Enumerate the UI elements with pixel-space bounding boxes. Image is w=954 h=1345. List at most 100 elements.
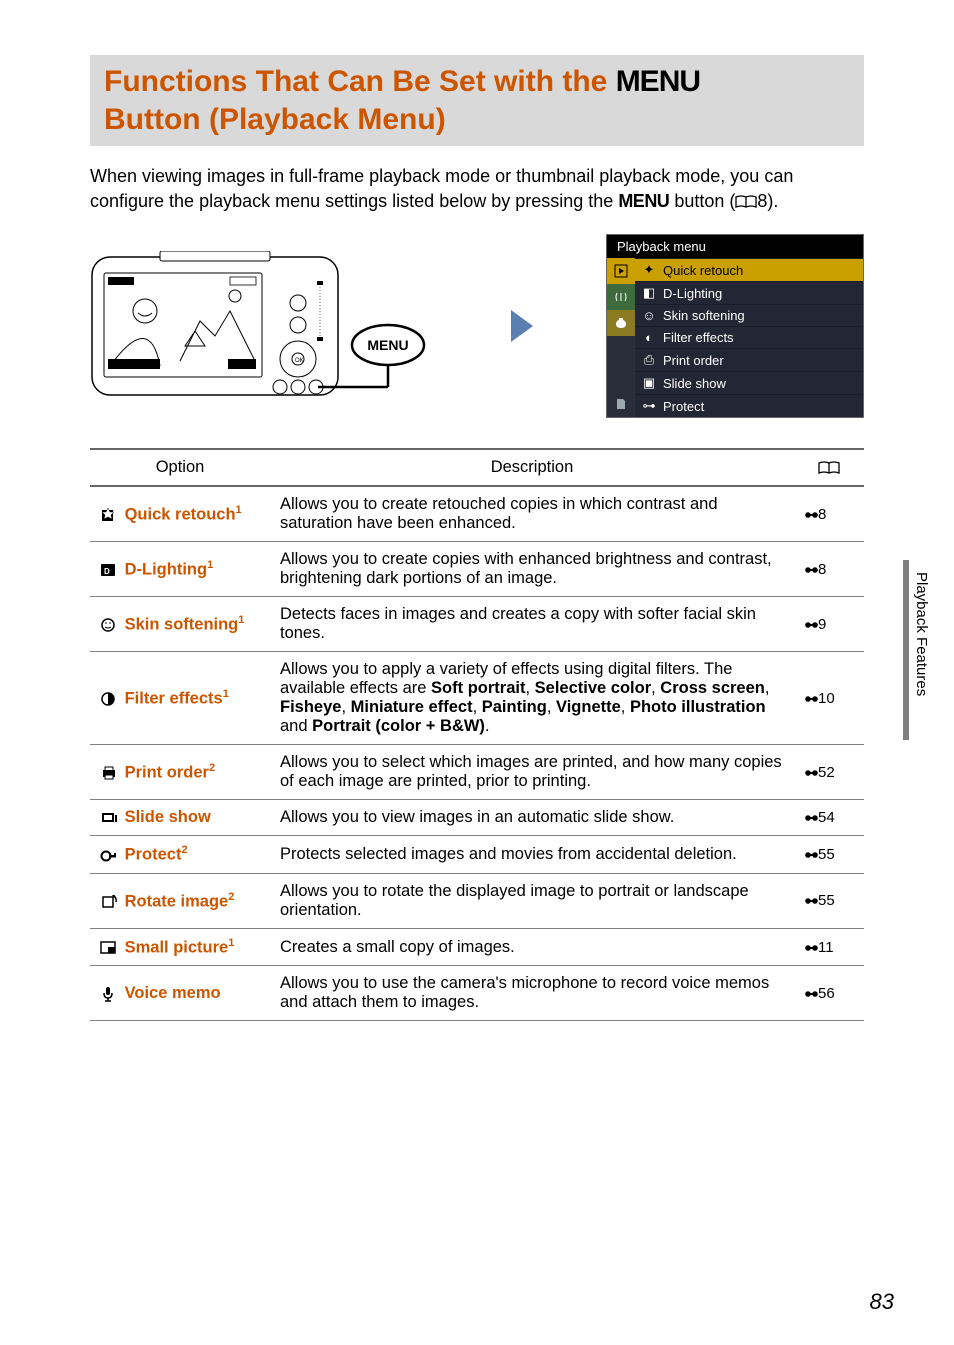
th-ref [794,449,864,486]
ref-icon [804,618,818,632]
protect-icon: ⊶ [641,398,657,414]
ref-icon [804,692,818,706]
filter-icon [100,691,118,707]
skin-icon: ☺ [641,308,657,323]
table-row: Rotate image2 Allows you to rotate the d… [90,873,864,928]
options-table: Option Description Quick retouch1 Allows… [90,448,864,1021]
table-row: Quick retouch1 Allows you to create reto… [90,486,864,542]
menu-item-quick-retouch[interactable]: ✦Quick retouch [635,258,863,281]
opt-rotate-image: Rotate image2 [90,873,270,928]
opt-d-lighting: D D-Lighting1 [90,542,270,597]
tab-setup-icon [607,310,635,336]
opt-quick-retouch: Quick retouch1 [90,486,270,542]
th-description: Description [270,449,794,486]
retouch-icon [100,507,118,523]
playback-menu-panel: Playback menu ✦Quick retouch ◧D-Lighting… [606,234,864,418]
opt-small-picture: Small picture1 [90,928,270,966]
figure-row: OK MENU Playback menu ✦Quick reto [90,234,864,418]
menu-item-filter-effects[interactable]: ◐Filter effects [635,326,863,348]
ref-cell: 52 [794,745,864,800]
ref-cell: 11 [794,928,864,966]
desc-cell: Allows you to create retouched copies in… [270,486,794,542]
tab-sd-icon [607,391,635,417]
desc-cell: Allows you to use the camera's microphon… [270,966,794,1021]
menu-item-slide-show[interactable]: ▣Slide show [635,371,863,394]
camera-illustration: OK MENU [90,251,435,401]
protect-icon [100,848,118,864]
book-icon [735,195,757,209]
ref-cell: 55 [794,873,864,928]
ref-cell: 10 [794,652,864,745]
desc-cell: Allows you to select which images are pr… [270,745,794,800]
tab-antenna-icon [607,284,635,310]
side-tab: Playback Features [903,560,934,740]
menu-item-skin-softening[interactable]: ☺Skin softening [635,304,863,326]
ref-icon [804,508,818,522]
menu-item-d-lighting[interactable]: ◧D-Lighting [635,281,863,304]
dlighting-icon: ◧ [641,285,657,301]
ref-icon [804,941,818,955]
ref-icon [804,987,818,1001]
title-line2: Button (Playback Menu) [104,103,446,136]
ref-cell: 55 [794,836,864,874]
title-menu-word: MENU [616,65,700,98]
table-row: Slide show Allows you to view images in … [90,800,864,836]
retouch-icon: ✦ [641,262,657,278]
svg-text:OK: OK [295,358,304,364]
opt-protect: Protect2 [90,836,270,874]
intro-menu-word: MENU [618,191,669,211]
small-icon [100,940,118,956]
intro-post: button ( [669,191,735,211]
menu-callout-label: MENU [367,337,408,353]
page-title: Functions That Can Be Set with the MENU … [104,63,850,138]
ref-icon [804,766,818,780]
title-pre: Functions That Can Be Set with the [104,65,616,98]
desc-cell: Creates a small copy of images. [270,928,794,966]
ref-cell: 56 [794,966,864,1021]
desc-cell: Allows you to rotate the displayed image… [270,873,794,928]
menu-items: ✦Quick retouch ◧D-Lighting ☺Skin softeni… [635,258,863,417]
th-option: Option [90,449,270,486]
rotate-icon [100,894,118,910]
desc-cell: Allows you to apply a variety of effects… [270,652,794,745]
dlighting-icon: D [100,562,118,578]
desc-cell: Allows you to view images in an automati… [270,800,794,836]
table-row: Small picture1 Creates a small copy of i… [90,928,864,966]
page-number: 83 [870,1289,894,1315]
table-row: D D-Lighting1 Allows you to create copie… [90,542,864,597]
menu-panel-title: Playback menu [607,235,863,258]
menu-tabs [607,258,635,417]
slideshow-icon: ▣ [641,375,657,391]
svg-text:D: D [104,567,110,576]
print-icon [100,765,118,781]
menu-panel-body: ✦Quick retouch ◧D-Lighting ☺Skin softeni… [607,258,863,417]
ref-icon [804,811,818,825]
table-row: Filter effects1 Allows you to apply a va… [90,652,864,745]
table-row: Protect2 Protects selected images and mo… [90,836,864,874]
table-header-row: Option Description [90,449,864,486]
intro-paragraph: When viewing images in full-frame playba… [90,164,864,214]
table-row: Skin softening1 Detects faces in images … [90,597,864,652]
opt-voice-memo: Voice memo [90,966,270,1021]
intro-pageref: 8). [757,191,778,211]
desc-cell: Protects selected images and movies from… [270,836,794,874]
opt-slide-show: Slide show [90,800,270,836]
print-icon: ⎙ [641,352,657,368]
opt-filter-effects: Filter effects1 [90,652,270,745]
menu-item-print-order[interactable]: ⎙Print order [635,348,863,371]
menu-item-protect[interactable]: ⊶Protect [635,394,863,417]
ref-cell: 9 [794,597,864,652]
voice-icon [100,986,118,1002]
ref-cell: 8 [794,542,864,597]
ref-icon [804,894,818,908]
table-row: Voice memo Allows you to use the camera'… [90,966,864,1021]
book-icon [818,461,840,475]
opt-skin-softening: Skin softening1 [90,597,270,652]
ref-cell: 8 [794,486,864,542]
desc-cell: Allows you to create copies with enhance… [270,542,794,597]
ref-icon [804,563,818,577]
tab-play-icon [607,258,635,284]
ref-icon [804,848,818,862]
skin-icon [100,617,118,633]
desc-cell: Detects faces in images and creates a co… [270,597,794,652]
